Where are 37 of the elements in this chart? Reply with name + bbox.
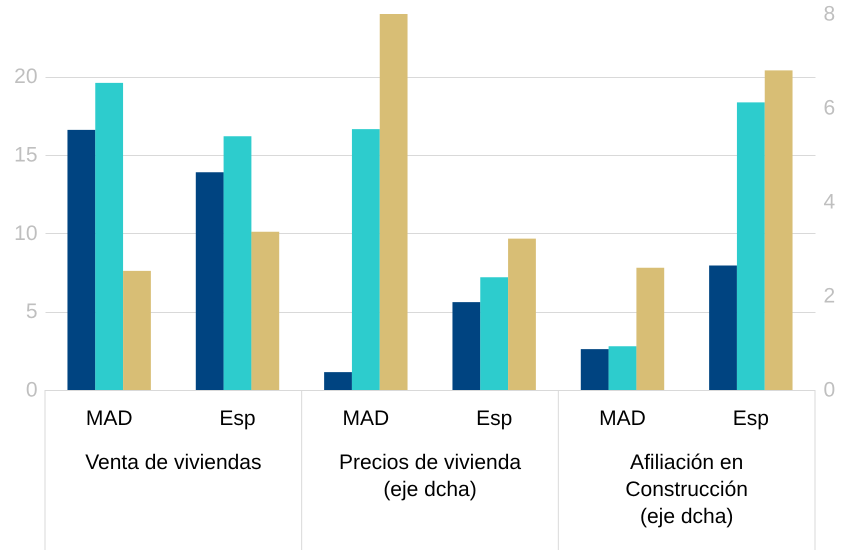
bar xyxy=(736,102,765,390)
x-tick-label: Esp xyxy=(476,407,512,430)
y-tick-label: 0 xyxy=(26,378,38,402)
x-tick-label: Esp xyxy=(732,407,769,430)
bar xyxy=(95,82,124,390)
text: Precios de vivienda (eje dcha) xyxy=(338,451,522,501)
bar xyxy=(224,136,252,390)
bar xyxy=(380,14,408,390)
bar xyxy=(196,172,224,390)
x-tick-label: MAD xyxy=(86,407,133,430)
bar xyxy=(352,129,380,390)
bar xyxy=(324,372,352,390)
y2-tick-label: 8 xyxy=(824,2,836,26)
text: Venta de viviendas xyxy=(85,451,262,474)
text: Afiliación en Construcción (eje dcha) xyxy=(625,451,748,528)
bar xyxy=(636,268,664,390)
bar xyxy=(508,238,536,390)
bar xyxy=(67,130,96,390)
y-tick-label: 10 xyxy=(14,222,38,245)
bar xyxy=(251,232,280,390)
y2-tick-label: 6 xyxy=(824,96,836,120)
y2-tick-label: 2 xyxy=(824,284,836,308)
y-tick-label: 15 xyxy=(14,144,38,166)
bar xyxy=(480,277,508,390)
bar xyxy=(709,265,737,390)
x-tick-label: MAD xyxy=(599,407,646,430)
bar xyxy=(580,349,609,390)
bar xyxy=(764,70,793,390)
y-tick-label: 5 xyxy=(26,300,38,324)
x-tick-label: MAD xyxy=(342,407,390,430)
bar xyxy=(452,302,480,390)
bar xyxy=(608,346,636,390)
y-tick-label: 20 xyxy=(14,65,38,88)
bar xyxy=(123,270,151,390)
y2-tick-label: 4 xyxy=(824,190,836,214)
y2-tick-label: 0 xyxy=(824,378,836,402)
x-tick-label: Esp xyxy=(219,407,256,430)
